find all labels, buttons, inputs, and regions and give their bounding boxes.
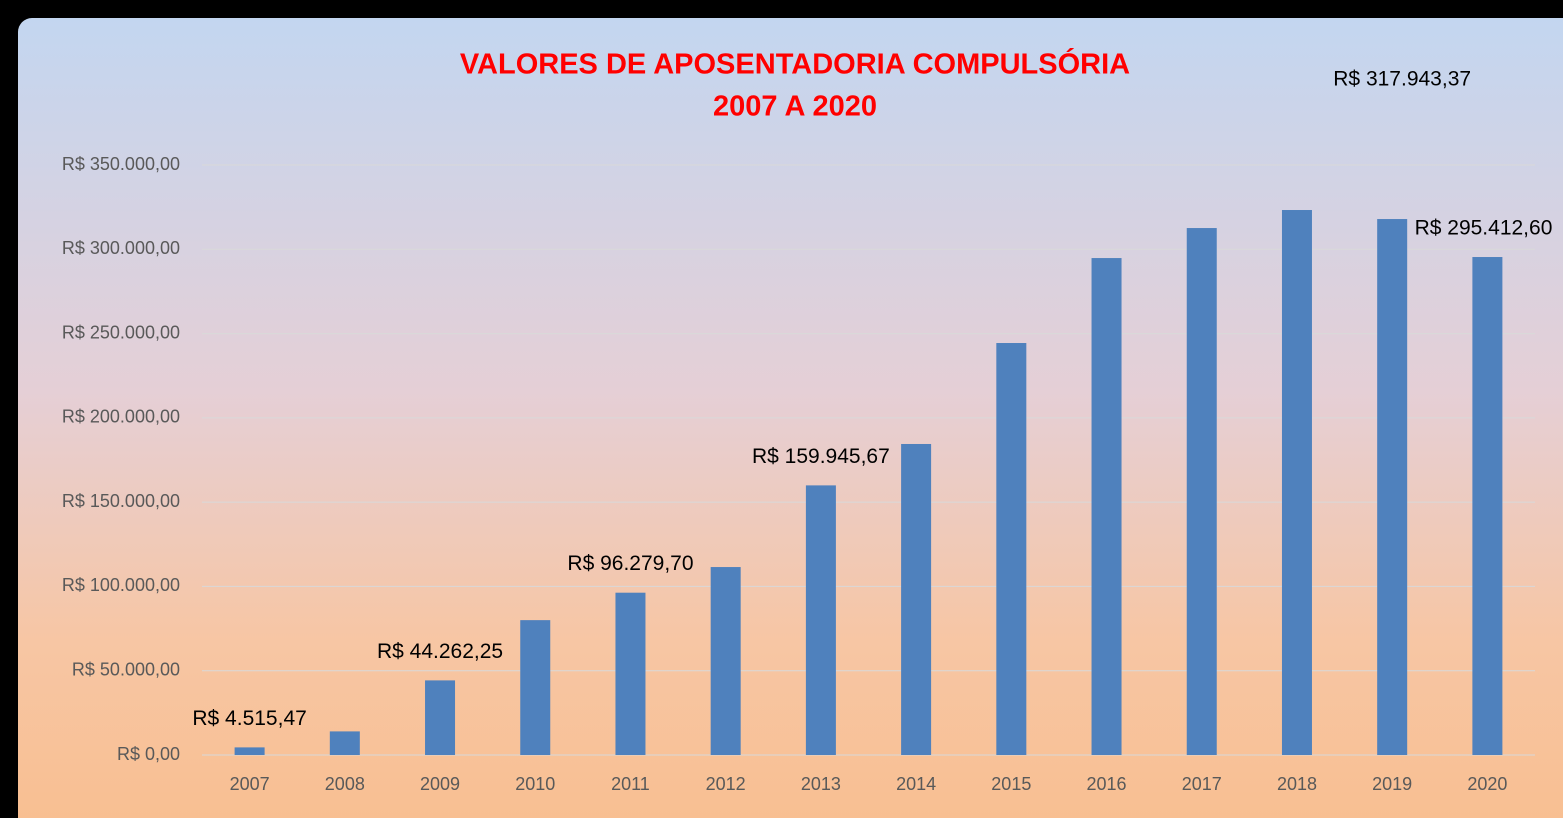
y-tick-label: R$ 350.000,00	[62, 154, 180, 174]
y-tick-label: R$ 100.000,00	[62, 575, 180, 595]
data-label: R$ 295.412,60	[1415, 217, 1553, 240]
bar	[1186, 228, 1217, 755]
x-tick-label: 2014	[896, 774, 936, 794]
x-tick-label: 2012	[706, 774, 746, 794]
bar	[996, 343, 1027, 755]
bar	[425, 680, 456, 755]
chart-title: 2007 A 2020	[713, 91, 877, 123]
bar	[1281, 210, 1312, 756]
bar	[615, 592, 646, 755]
chart-title: VALORES DE APOSENTADORIA COMPULSÓRIA	[460, 47, 1130, 81]
y-tick-label: R$ 150.000,00	[62, 491, 180, 511]
x-tick-label: 2019	[1372, 774, 1412, 794]
bar	[1377, 219, 1408, 755]
x-tick-label: 2011	[611, 774, 650, 794]
x-tick-label: 2018	[1277, 774, 1317, 794]
bar	[1091, 258, 1122, 755]
bar	[901, 443, 932, 755]
data-label: R$ 317.943,37	[1333, 68, 1471, 91]
bar	[234, 747, 265, 755]
x-tick-label: 2015	[991, 774, 1031, 794]
y-tick-label: R$ 250.000,00	[62, 322, 180, 342]
y-tick-label: R$ 50.000,00	[72, 659, 180, 679]
x-tick-label: 2020	[1467, 774, 1507, 794]
y-tick-label: R$ 300.000,00	[62, 238, 180, 258]
data-label: R$ 96.279,70	[567, 552, 693, 575]
bar	[329, 731, 360, 755]
x-tick-label: 2009	[420, 774, 460, 794]
y-tick-label: R$ 0,00	[117, 744, 180, 764]
data-label: R$ 44.262,25	[377, 640, 503, 663]
x-tick-label: 2016	[1087, 774, 1127, 794]
x-tick-label: 2010	[515, 774, 555, 794]
bar	[805, 485, 836, 755]
x-tick-label: 2017	[1182, 774, 1222, 794]
bar	[710, 567, 741, 755]
bar	[1472, 257, 1503, 755]
data-label: R$ 159.945,67	[752, 445, 890, 468]
x-tick-label: 2013	[801, 774, 841, 794]
bar	[520, 620, 551, 755]
data-label: R$ 4.515,47	[192, 707, 306, 730]
y-tick-label: R$ 200.000,00	[62, 407, 180, 427]
x-tick-label: 2008	[325, 774, 365, 794]
x-tick-label: 2007	[230, 774, 270, 794]
